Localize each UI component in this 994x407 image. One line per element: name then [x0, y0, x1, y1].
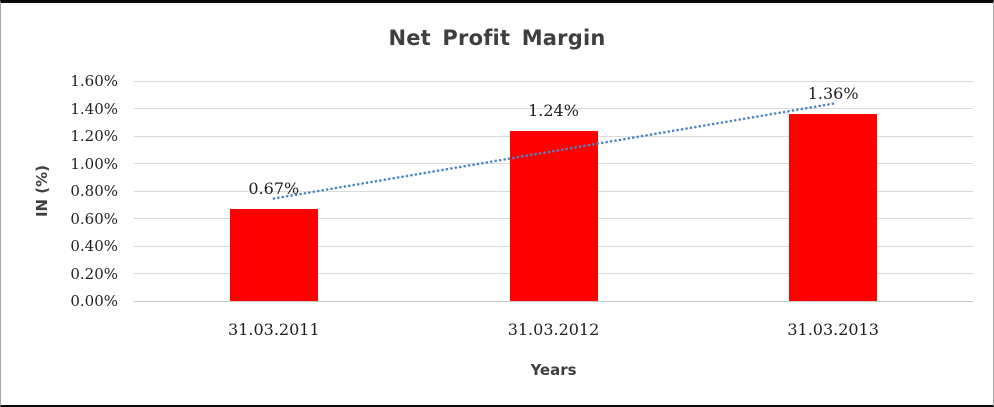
- trendline: [272, 102, 835, 200]
- bar-31.03.2012: [509, 130, 598, 301]
- x-axis-title: Years: [530, 361, 577, 379]
- y-axis-tick-label: 0.80%: [70, 182, 118, 200]
- plot-area: 0.67% 1.24% 1.36%: [134, 80, 973, 302]
- y-axis-tick-label: 0.00%: [70, 292, 118, 310]
- bar-31.03.2013: [789, 114, 878, 301]
- y-axis-tick-label: 0.40%: [70, 237, 118, 255]
- gridline: [134, 300, 973, 302]
- y-axis-tick-label: 1.40%: [70, 99, 118, 118]
- bar-value-label: 1.24%: [528, 100, 579, 120]
- y-axis-tick-label: 0.60%: [70, 209, 118, 228]
- y-axis-tick-label: 1.60%: [70, 72, 118, 90]
- x-axis-tick-label: 31.03.2013: [787, 320, 879, 339]
- y-axis-tick-label: 1.00%: [70, 154, 118, 173]
- bar-value-label: 1.36%: [807, 84, 859, 103]
- x-axis-tick-label: 31.03.2011: [228, 320, 320, 339]
- bar-31.03.2011: [229, 208, 318, 301]
- chart-title: Net Profit Margin: [388, 26, 606, 50]
- x-axis-tick-label: 31.03.2012: [507, 320, 600, 339]
- y-axis-tick-label: 1.20%: [70, 127, 118, 145]
- gridline: [134, 108, 973, 109]
- y-axis-tick-label: 0.20%: [70, 264, 118, 283]
- gridline: [134, 80, 973, 82]
- bar-value-label: 0.67%: [248, 178, 300, 198]
